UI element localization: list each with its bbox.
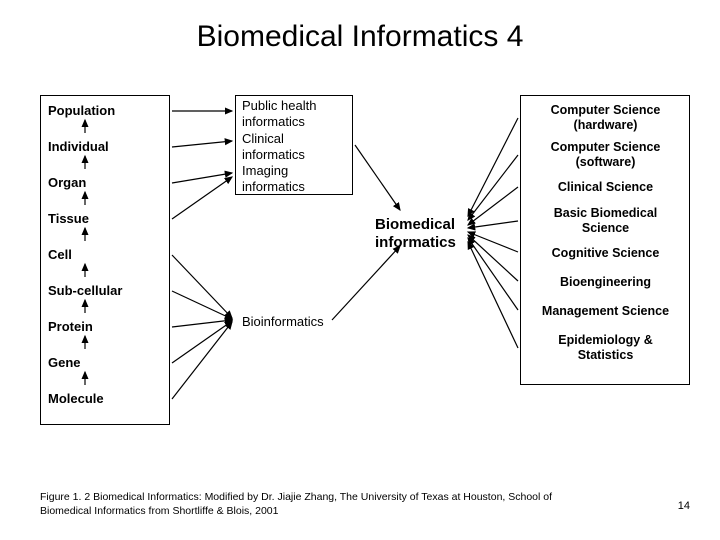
bioinformatics-label: Bioinformatics [242,314,324,329]
mid-field-label: Imaginginformatics [242,163,305,196]
left-level-label: Organ [48,175,86,190]
right-science-label: Cognitive Science [528,246,683,261]
right-science-label: Clinical Science [528,180,683,195]
right-science-label: Bioengineering [528,275,683,290]
center-biomedical-label-2: informatics [375,234,456,252]
left-level-label: Molecule [48,391,104,406]
left-level-label: Protein [48,319,93,334]
left-level-label: Tissue [48,211,89,226]
mid-field-label: Clinicalinformatics [242,131,305,164]
left-level-label: Sub-cellular [48,283,122,298]
left-level-label: Individual [48,139,109,154]
right-science-label: Epidemiology &Statistics [528,333,683,363]
figure-caption: Figure 1. 2 Biomedical Informatics: Modi… [40,490,600,518]
right-science-label: Computer Science(software) [528,140,683,170]
page-number: 14 [678,500,690,512]
center-biomedical-label-1: Biomedical [375,216,455,234]
right-science-label: Basic BiomedicalScience [528,206,683,236]
right-science-label: Computer Science(hardware) [528,103,683,133]
left-level-label: Cell [48,247,72,262]
right-science-label: Management Science [528,304,683,319]
left-level-label: Population [48,103,115,118]
page-title: Biomedical Informatics 4 [0,20,720,54]
left-level-label: Gene [48,355,81,370]
mid-field-label: Public healthinformatics [242,98,316,131]
